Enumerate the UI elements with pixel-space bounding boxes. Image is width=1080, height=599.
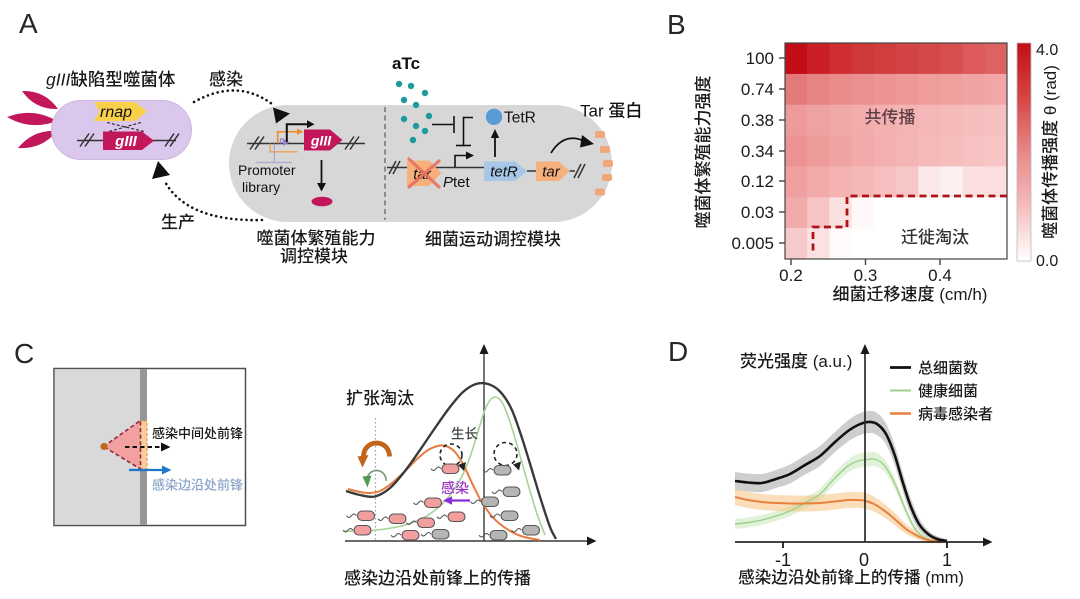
svg-text:aTc: aTc <box>392 49 420 74</box>
svg-text:噬菌体繁殖能力: 噬菌体繁殖能力 <box>257 224 376 249</box>
svg-text:健康细菌: 健康细菌 <box>918 380 978 401</box>
svg-text:Tar 蛋白: Tar 蛋白 <box>580 97 642 122</box>
svg-text:0.005: 0.005 <box>731 229 774 254</box>
svg-text:tetR: tetR <box>490 161 518 182</box>
svg-text:gIII: gIII <box>310 131 332 151</box>
svg-text:0.38: 0.38 <box>741 106 774 131</box>
svg-text:0.12: 0.12 <box>741 167 774 192</box>
svg-text:A: A <box>19 2 38 42</box>
svg-text:B: B <box>667 3 686 43</box>
svg-text:rnap: rnap <box>100 98 132 122</box>
svg-text:扩张淘汰: 扩张淘汰 <box>346 384 414 409</box>
svg-text:4.0: 4.0 <box>1036 36 1058 60</box>
svg-text:gIII: gIII <box>114 130 137 151</box>
svg-text:细菌迁移速度 (cm/h): 细菌迁移速度 (cm/h) <box>833 280 988 305</box>
svg-text:0.03: 0.03 <box>741 198 774 223</box>
svg-text:总细菌数: 总细菌数 <box>918 357 978 378</box>
svg-text:感染: 感染 <box>209 65 243 90</box>
svg-text:调控模块: 调控模块 <box>280 242 348 267</box>
svg-text:TetR: TetR <box>504 106 536 128</box>
svg-text:0.2: 0.2 <box>779 261 803 286</box>
svg-text:感染中间处前锋: 感染中间处前锋 <box>152 423 243 442</box>
svg-text:噬菌体繁殖能力强度: 噬菌体繁殖能力强度 <box>689 76 714 229</box>
svg-text:D: D <box>668 330 688 370</box>
svg-text:1: 1 <box>942 546 952 572</box>
svg-text:细菌运动调控模块: 细菌运动调控模块 <box>425 225 561 250</box>
svg-text:100: 100 <box>746 44 774 69</box>
svg-text:0.0: 0.0 <box>1036 247 1058 271</box>
svg-text:病毒感染者: 病毒感染者 <box>918 403 993 424</box>
svg-text:共传播: 共传播 <box>865 103 916 128</box>
svg-text:-1: -1 <box>775 546 791 572</box>
svg-text:0.74: 0.74 <box>741 75 774 100</box>
svg-text:0: 0 <box>859 546 869 572</box>
svg-text:0.4: 0.4 <box>928 261 952 286</box>
svg-text:生产: 生产 <box>161 208 195 233</box>
svg-text:迁徙淘汰: 迁徙淘汰 <box>901 223 969 248</box>
svg-text:感染边沿处前锋上的传播 (mm): 感染边沿处前锋上的传播 (mm) <box>738 564 964 588</box>
svg-text:0.3: 0.3 <box>854 261 878 286</box>
svg-text:感染: 感染 <box>441 478 469 498</box>
svg-text:感染边沿处前锋: 感染边沿处前锋 <box>152 475 243 494</box>
svg-text:Ptet: Ptet <box>443 171 471 192</box>
svg-text:gIII缺陷型噬菌体: gIII缺陷型噬菌体 <box>46 67 176 92</box>
svg-text:tar: tar <box>542 161 561 182</box>
svg-text:噬菌体传播强度 θ (rad): 噬菌体传播强度 θ (rad) <box>1036 65 1061 239</box>
svg-text:0.34: 0.34 <box>741 137 774 162</box>
svg-text:library: library <box>242 177 280 197</box>
svg-text:荧光强度 (a.u.): 荧光强度 (a.u.) <box>740 347 852 372</box>
svg-text:C: C <box>14 332 34 372</box>
svg-text:感染边沿处前锋上的传播: 感染边沿处前锋上的传播 <box>344 564 531 589</box>
svg-text:生长: 生长 <box>451 423 478 443</box>
svg-text:Promoter: Promoter <box>238 160 296 180</box>
